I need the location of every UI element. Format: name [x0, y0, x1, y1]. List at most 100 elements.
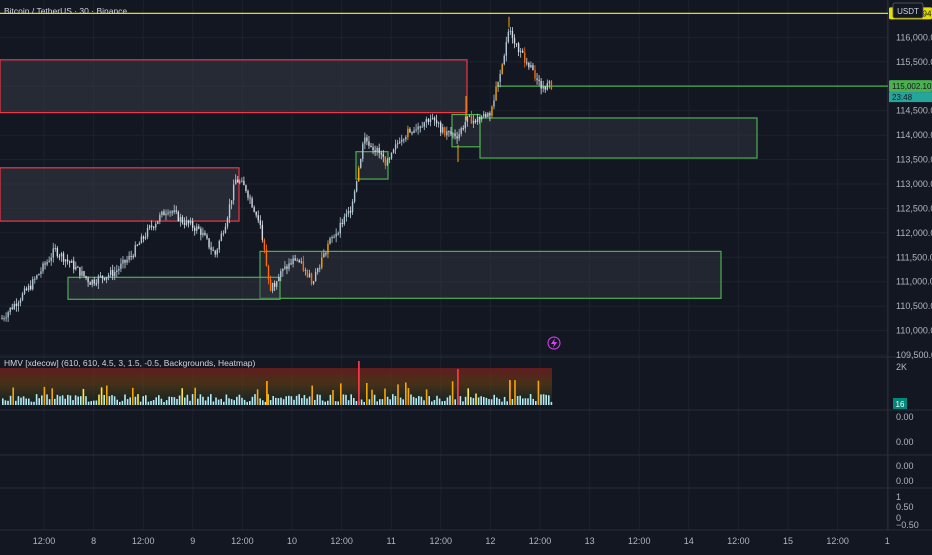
- volume-bar: [454, 399, 456, 405]
- volume-spike: [358, 361, 360, 405]
- candle-body: [157, 220, 159, 224]
- countdown-tag: 23:48: [892, 93, 913, 102]
- volume-bar: [537, 380, 540, 405]
- candle-body: [3, 318, 5, 320]
- candle-body: [355, 181, 358, 192]
- candle-body: [333, 236, 335, 238]
- candle-body: [148, 225, 151, 228]
- candle-body: [501, 64, 503, 75]
- volume-bar: [2, 398, 4, 405]
- volume-bar: [480, 396, 482, 405]
- candle-body: [423, 122, 425, 127]
- time-axis[interactable]: 12:00 8 12:00 9 12:00 10 12:00 11 12:00 12 12:00 13…: [33, 536, 890, 546]
- volume-bar: [290, 396, 293, 405]
- currency-button[interactable]: [892, 2, 924, 19]
- volume-bar: [35, 394, 38, 405]
- pane-tick-label: −0.50: [896, 520, 919, 530]
- y-tick-label: 111,500.00: [896, 252, 932, 262]
- volume-bar: [394, 396, 397, 405]
- volume-bar: [54, 398, 56, 405]
- volume-pane: 2K 16: [0, 356, 932, 409]
- pane-tick-label: 0.00: [896, 437, 914, 447]
- volume-bar: [43, 386, 46, 405]
- candle-body: [165, 213, 167, 216]
- candle-body: [456, 136, 458, 139]
- volume-bar: [399, 397, 402, 405]
- candle-body: [118, 268, 120, 271]
- x-tick-label: 12: [485, 536, 495, 546]
- x-tick-label: 14: [684, 536, 694, 546]
- symbol-title[interactable]: Bitcoin / TetherUS · 30 · Binance: [4, 6, 127, 16]
- candle-body: [394, 144, 397, 150]
- volume-bar: [202, 396, 204, 405]
- candle-body: [175, 210, 177, 212]
- candle-body: [48, 260, 50, 262]
- candle-body: [216, 249, 218, 255]
- indicator-label[interactable]: HMV [xdecow] (610, 610, 4.5, 3, 1.5, -0.…: [4, 358, 256, 368]
- candle-body: [5, 317, 7, 319]
- volume-bar: [277, 398, 280, 405]
- bolt-icon[interactable]: [547, 336, 561, 350]
- volume-bar: [77, 396, 79, 405]
- candle-body: [85, 276, 87, 279]
- candle-body: [124, 259, 126, 263]
- volume-bar: [87, 401, 90, 405]
- candle-body: [75, 266, 77, 270]
- candle-body: [128, 255, 130, 260]
- volume-bar: [173, 397, 176, 405]
- x-tick-label: 1: [885, 536, 890, 546]
- candle-body: [196, 226, 198, 231]
- candle-body: [300, 261, 302, 263]
- candle-body: [538, 79, 540, 82]
- x-tick-label: 12:00: [33, 536, 56, 546]
- volume-bar: [269, 400, 272, 405]
- candle-body: [7, 312, 9, 318]
- candle-body: [399, 141, 401, 144]
- volume-bar: [225, 394, 228, 405]
- volume-bar: [251, 396, 254, 405]
- candle-body: [42, 263, 44, 272]
- candle-body: [212, 249, 214, 251]
- volume-bar: [4, 400, 7, 405]
- volume-bar: [548, 395, 550, 405]
- volume-bar: [498, 398, 501, 405]
- volume-bar: [514, 380, 516, 405]
- pane-tick-label: 0.00: [896, 461, 914, 471]
- volume-bar: [314, 399, 316, 405]
- pane-tick-label: 0.50: [896, 502, 914, 512]
- volume-bar: [425, 389, 428, 405]
- volume-bar: [496, 397, 498, 405]
- volume-bar: [527, 398, 529, 405]
- candle-body: [474, 120, 477, 123]
- volume-bar: [267, 394, 269, 405]
- volume-bar: [321, 400, 324, 405]
- candle-body: [198, 226, 200, 229]
- candle-body: [425, 119, 428, 123]
- volume-bar: [129, 397, 131, 405]
- volume-bar: [483, 396, 485, 405]
- volume-bar: [545, 394, 547, 405]
- volume-bar: [121, 400, 124, 405]
- volume-bar: [407, 388, 410, 405]
- y-tick-label: 110,000.00: [896, 326, 932, 336]
- candle-body: [325, 253, 327, 255]
- candle-body: [517, 43, 520, 53]
- volume-bar: [368, 399, 371, 405]
- volume-bar: [64, 398, 66, 405]
- candle-body: [337, 233, 339, 235]
- candle-body: [390, 152, 393, 159]
- candle-body: [310, 273, 313, 284]
- candle-body: [267, 265, 270, 280]
- candle-body: [99, 275, 102, 277]
- candle-body: [38, 273, 40, 276]
- volume-bar: [132, 387, 134, 405]
- candle-body: [493, 100, 495, 107]
- candle-body: [351, 201, 354, 213]
- candle-body: [105, 276, 108, 280]
- price-axis[interactable]: 116,000.00115,500.00115,000.00114,500.00…: [889, 7, 932, 360]
- candle-body: [534, 70, 536, 79]
- candle-body: [116, 270, 118, 273]
- candle-body: [97, 276, 100, 284]
